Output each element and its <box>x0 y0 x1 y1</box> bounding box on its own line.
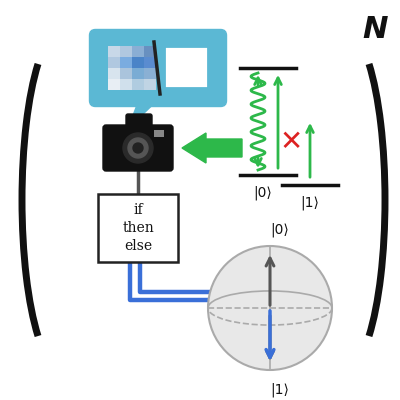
FancyArrow shape <box>182 133 242 163</box>
FancyBboxPatch shape <box>126 114 152 132</box>
Bar <box>108 57 120 68</box>
Circle shape <box>128 138 148 158</box>
Bar <box>98 194 178 262</box>
FancyBboxPatch shape <box>90 30 226 106</box>
Text: N: N <box>362 16 388 44</box>
Text: if
then
else: if then else <box>122 202 154 254</box>
Bar <box>164 46 208 88</box>
Bar <box>120 79 132 90</box>
Bar <box>132 46 144 57</box>
Circle shape <box>123 133 153 163</box>
Text: |0⟩: |0⟩ <box>271 223 289 237</box>
Text: |1⟩: |1⟩ <box>270 383 290 397</box>
Circle shape <box>208 246 332 370</box>
Bar <box>120 57 132 68</box>
Polygon shape <box>128 102 155 128</box>
Bar <box>144 79 156 90</box>
Text: |0⟩: |0⟩ <box>254 186 272 200</box>
Bar <box>120 68 132 79</box>
Bar <box>154 130 164 137</box>
Bar <box>108 68 120 79</box>
Bar <box>144 46 156 57</box>
Circle shape <box>133 143 143 153</box>
FancyBboxPatch shape <box>103 125 173 171</box>
Bar <box>132 57 144 68</box>
Bar <box>108 79 120 90</box>
Bar <box>132 68 144 79</box>
Bar <box>144 68 156 79</box>
Bar <box>132 79 144 90</box>
Bar <box>144 57 156 68</box>
Bar <box>120 46 132 57</box>
Bar <box>108 46 120 57</box>
Text: |1⟩: |1⟩ <box>300 196 320 210</box>
Text: ✕: ✕ <box>279 128 303 156</box>
